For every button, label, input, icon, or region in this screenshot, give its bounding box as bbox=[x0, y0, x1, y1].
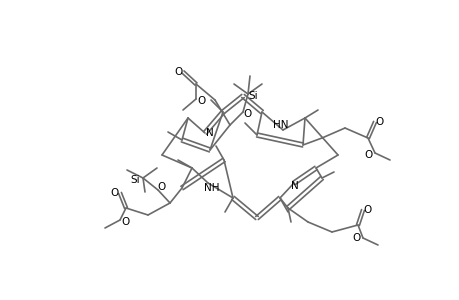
Text: O: O bbox=[364, 150, 372, 160]
Text: O: O bbox=[174, 67, 183, 77]
Text: HN: HN bbox=[273, 120, 288, 130]
Text: Si: Si bbox=[248, 91, 257, 101]
Text: O: O bbox=[363, 205, 371, 215]
Text: O: O bbox=[157, 182, 166, 192]
Text: O: O bbox=[197, 96, 206, 106]
Text: O: O bbox=[352, 233, 360, 243]
Text: N: N bbox=[206, 128, 213, 138]
Text: Si: Si bbox=[130, 175, 140, 185]
Text: O: O bbox=[111, 188, 119, 198]
Text: O: O bbox=[243, 109, 252, 119]
Text: N: N bbox=[291, 181, 298, 191]
Text: O: O bbox=[375, 117, 383, 127]
Text: NH: NH bbox=[204, 183, 219, 193]
Text: O: O bbox=[122, 217, 130, 227]
